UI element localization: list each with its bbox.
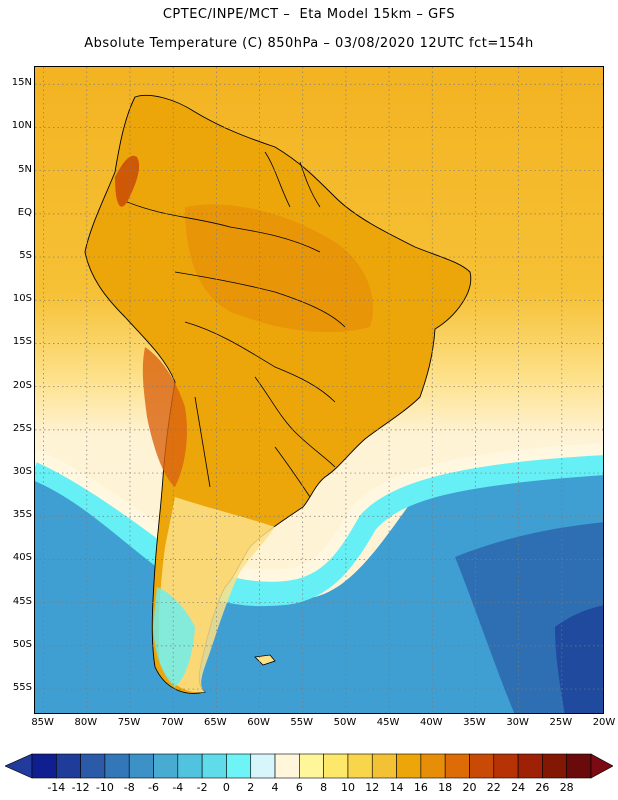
colorbar-swatch <box>226 753 252 779</box>
colorbar-label: 22 <box>486 781 501 794</box>
colorbar-swatch <box>177 753 203 779</box>
colorbar-label: -2 <box>196 781 208 794</box>
longitude-label: 80W <box>74 717 98 728</box>
map-panel <box>34 66 604 714</box>
colorbar-label: -12 <box>71 781 90 794</box>
colorbar-swatch <box>444 753 470 779</box>
colorbar-swatch <box>299 753 324 779</box>
longitude-label: 35W <box>463 717 486 728</box>
latitude-label: 30S <box>12 466 32 478</box>
latitude-label: 15N <box>11 77 32 89</box>
colorbar-swatch <box>323 753 349 779</box>
colorbar-swatch <box>493 753 519 779</box>
map-subtitle: Absolute Temperature (C) 850hPa – 03/08/… <box>84 36 534 51</box>
colorbar-right-arrow <box>590 753 613 779</box>
andes-hot <box>115 155 140 207</box>
longitude-label: 40W <box>419 717 443 728</box>
longitude-label: 85W <box>31 717 54 728</box>
colorbar-label: -10 <box>95 781 114 794</box>
longitude-label: 60W <box>247 717 270 728</box>
colorbar-swatch <box>420 753 446 779</box>
latitude-label: 25S <box>12 422 32 434</box>
colorbar-label: -14 <box>47 781 66 794</box>
latitude-label: 40S <box>12 552 32 564</box>
longitude-label: 65W <box>204 717 227 728</box>
latitude-label: 5N <box>18 163 32 175</box>
colorbar-label: 28 <box>559 781 574 794</box>
colorbar-label: 0 <box>222 781 230 794</box>
longitude-label: 25W <box>549 717 573 728</box>
cyan-band <box>35 449 603 607</box>
interior-warm <box>185 204 374 333</box>
latitude-label: 20S <box>12 379 32 391</box>
temperature-map <box>35 67 603 713</box>
colorbar-label: 20 <box>462 781 477 794</box>
colorbar-label: 8 <box>320 781 328 794</box>
colorbar-label: 2 <box>247 781 255 794</box>
tierra-cyan <box>153 587 195 687</box>
latitude-label: 55S <box>12 682 32 694</box>
colorbar-label: 26 <box>535 781 550 794</box>
colorbar-swatch <box>542 753 567 779</box>
colorbar-label: -4 <box>172 781 184 794</box>
colorbar-swatch <box>56 753 81 779</box>
longitude-label: 50W <box>333 717 357 728</box>
cream-band <box>35 443 603 582</box>
latitude-label: 45S <box>12 595 32 607</box>
latitude-label: 50S <box>12 638 32 650</box>
colorbar-swatch <box>104 753 130 779</box>
colorbar-swatch <box>469 753 495 779</box>
colorbar-swatch <box>128 753 154 779</box>
falkland-islands <box>254 654 276 666</box>
country-borders <box>126 151 346 498</box>
longitude-label: 45W <box>376 717 400 728</box>
colorbar-label: 14 <box>389 781 404 794</box>
colorbar-swatch <box>31 753 57 779</box>
colorbar-swatch <box>153 753 179 779</box>
longitude-label: 55W <box>290 717 314 728</box>
longitude-label: 30W <box>506 717 529 728</box>
andes-south-hot <box>142 347 187 487</box>
colorbar-swatch <box>347 753 373 779</box>
colorbar-label: 4 <box>271 781 279 794</box>
latitude-label: 5S <box>19 250 32 262</box>
latitude-label: EQ <box>17 206 32 218</box>
colorbar-swatch <box>201 753 227 779</box>
colorbar-swatch <box>396 753 422 779</box>
colorbar-label: 16 <box>413 781 428 794</box>
colorbar-label: -6 <box>148 781 159 794</box>
longitude-label: 70W <box>160 717 184 728</box>
colorbar-label: 12 <box>365 781 380 794</box>
colorbar-label: -8 <box>123 781 135 794</box>
colorbar-label: 6 <box>295 781 303 794</box>
colorbar-left-arrow <box>5 753 33 779</box>
colorbar-swatch <box>80 753 106 779</box>
map-grid <box>35 67 603 713</box>
ocean-deep-area <box>555 605 603 713</box>
latitude-label: 10N <box>11 120 32 132</box>
colorbar-label: 10 <box>340 781 355 794</box>
longitude-label: 20W <box>592 717 616 728</box>
colorbar-swatch <box>274 753 300 779</box>
colorbar-label: 18 <box>438 781 453 794</box>
colorbar-swatch <box>517 753 543 779</box>
latitude-label: 15S <box>12 336 32 348</box>
colorbar <box>5 753 613 779</box>
colorbar-swatch <box>250 753 276 779</box>
longitude-label: 75W <box>117 717 141 728</box>
colorbar-swatch <box>566 753 592 779</box>
latitude-label: 35S <box>12 509 32 521</box>
map-title: CPTEC/INPE/MCT – Eta Model 15km – GFS <box>162 7 456 22</box>
latitude-label: 10S <box>12 293 32 305</box>
colorbar-swatch <box>371 753 397 779</box>
colorbar-label: 24 <box>511 781 526 794</box>
